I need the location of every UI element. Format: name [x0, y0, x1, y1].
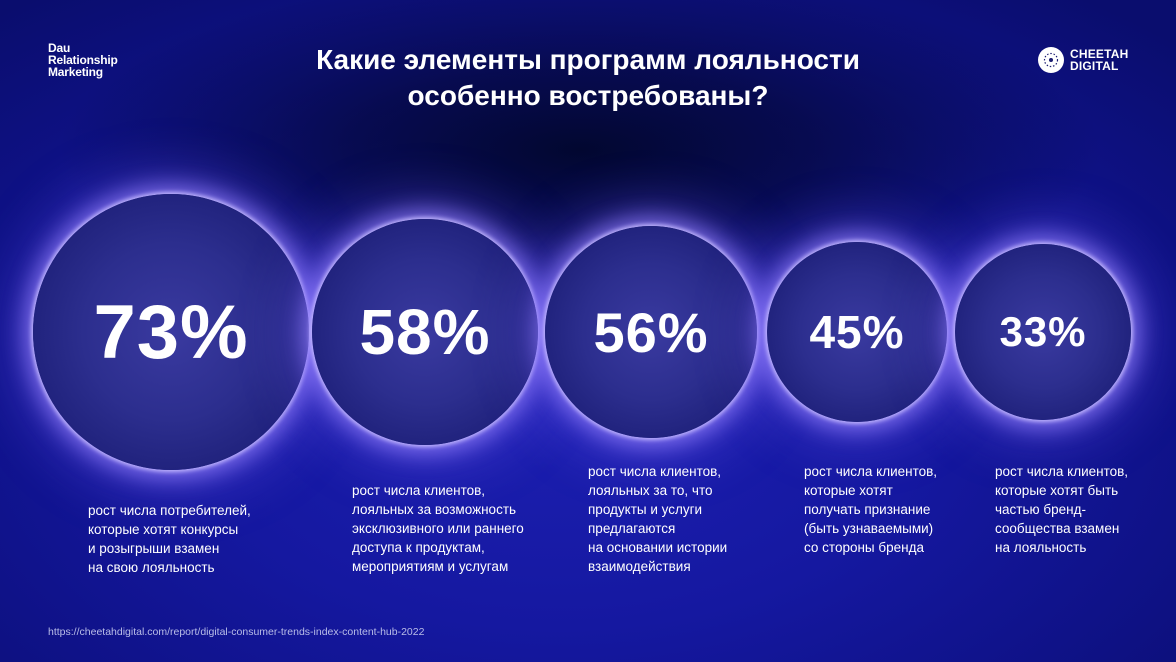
cheetah-digital-logo: CHEETAH DIGITAL [1038, 47, 1129, 73]
description-line: которые хотят конкурсы [88, 522, 239, 537]
bubble-value-label: 58% [359, 296, 491, 368]
bubble-value-label: 56% [593, 300, 709, 364]
description-line: рост числа клиентов, [588, 464, 722, 479]
cheetah-digital-logo-icon [1038, 47, 1064, 73]
dau-logo-line: Relationship [48, 53, 118, 67]
bubble-58: 58% [312, 219, 538, 445]
description-line: которые хотят быть [995, 483, 1119, 498]
description-line: лояльных за возможность [352, 502, 517, 517]
cheetah-logo-line: DIGITAL [1070, 59, 1119, 73]
dau-logo: Dau Relationship Marketing [48, 42, 168, 78]
bubble-56: 56% [545, 226, 757, 438]
bubble-description: рост числа потребителей, которые хотят ко… [88, 501, 251, 577]
bubble-45: 45% [767, 242, 947, 422]
description-line: и розыгрыши взамен [88, 541, 220, 556]
description-line: взаимодействия [588, 559, 691, 574]
bubble-description: рост числа клиентов, лояльных за то, что п… [588, 462, 727, 576]
description-line: мероприятиям и услугам [352, 559, 509, 574]
description-line: рост числа потребителей, [88, 503, 251, 518]
bubble-33: 33% [955, 244, 1131, 420]
description-line: на основании истории [588, 540, 728, 555]
bubble-description: рост числа клиентов, которые хотят быть ча… [995, 462, 1128, 557]
description-line: продукты и услуги [588, 502, 703, 517]
source-link[interactable]: https://cheetahdigital.com/report/digita… [48, 626, 425, 638]
title-line: особенно востребованы? [407, 80, 769, 111]
title-line: Какие элементы программ лояльности [316, 44, 860, 75]
cheetah-logo-line: CHEETAH [1070, 47, 1129, 61]
description-line: (быть узнаваемыми) [804, 521, 934, 536]
description-line: эксклюзивного или раннего [352, 521, 524, 536]
description-line: со стороны бренда [804, 540, 924, 555]
description-line: рост числа клиентов, [995, 464, 1129, 479]
description-line: предлагаются [588, 521, 676, 536]
description-line: которые хотят [804, 483, 893, 498]
description-line: на лояльность [995, 540, 1087, 555]
description-line: на свою лояльность [88, 560, 215, 575]
bubble-description: рост числа клиентов, которые хотят получат… [804, 462, 937, 557]
page-title: Какие элементы программ лояльности особе… [238, 42, 938, 114]
description-line: рост числа клиентов, [352, 483, 486, 498]
dau-logo-line: Dau [48, 41, 71, 55]
description-line: доступа к продуктам, [352, 540, 485, 555]
description-line: частью бренд- [995, 502, 1086, 517]
dau-logo-line: Marketing [48, 65, 103, 79]
description-line: получать признание [804, 502, 931, 517]
bubble-value-label: 45% [809, 306, 905, 358]
bubble-value-label: 73% [93, 289, 249, 375]
description-line: лояльных за то, что [588, 483, 713, 498]
bubble-73: 73% [33, 194, 309, 470]
description-line: сообщества взамен [995, 521, 1120, 536]
bubble-value-label: 33% [999, 308, 1087, 355]
bubble-description: рост числа клиентов, лояльных за возможно… [352, 481, 524, 576]
description-line: рост числа клиентов, [804, 464, 938, 479]
